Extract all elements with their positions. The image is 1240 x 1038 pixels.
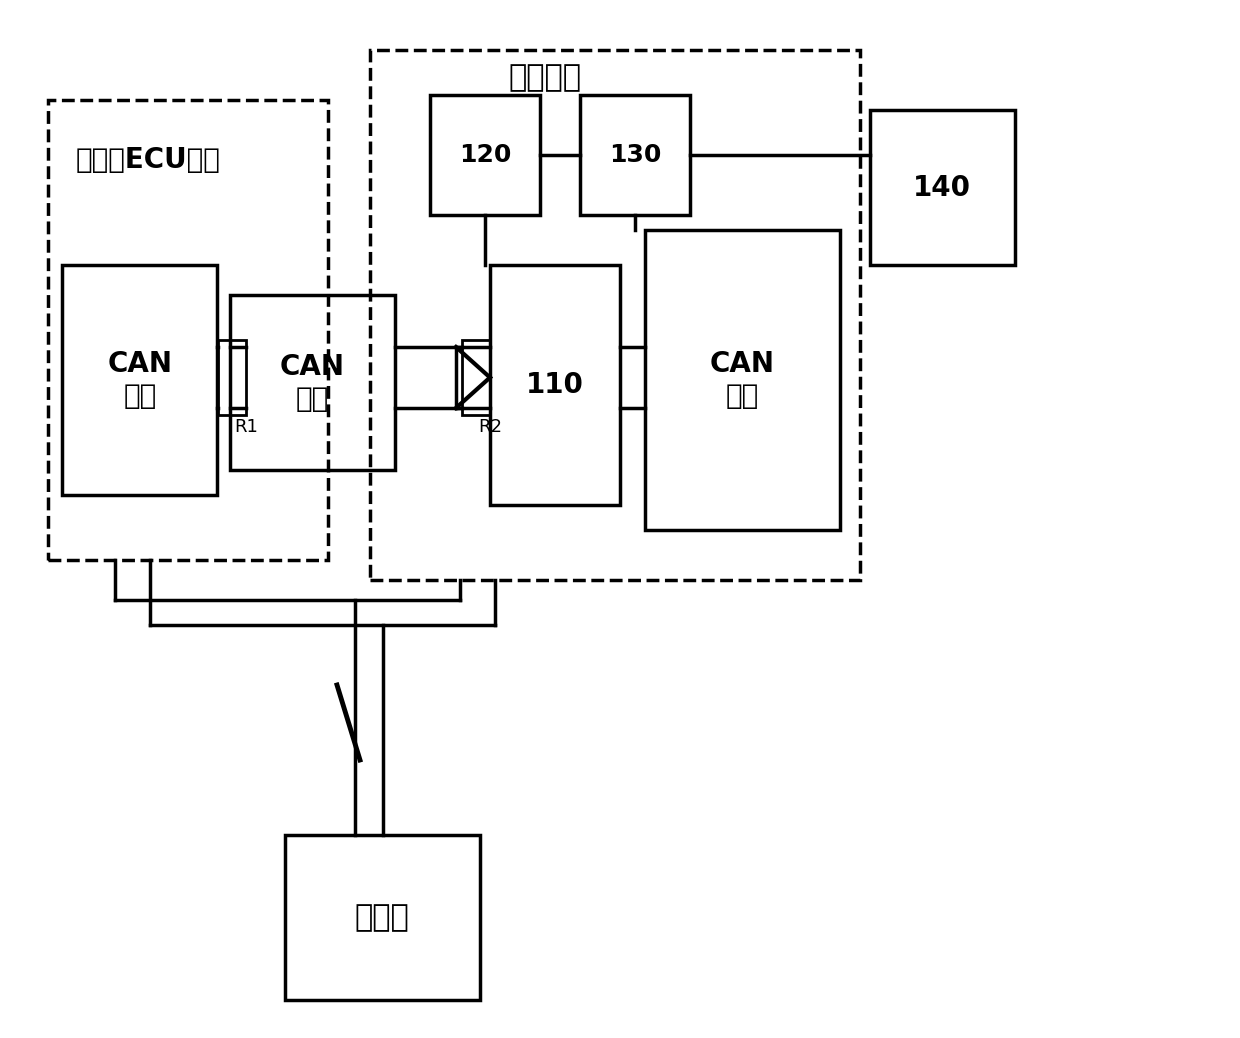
Text: R2: R2 (477, 418, 502, 436)
Text: CAN
模块: CAN 模块 (709, 350, 775, 410)
Bar (229, 295, 396, 470)
Text: 发动机ECU电路: 发动机ECU电路 (76, 146, 221, 174)
Bar (580, 95, 689, 215)
Bar (645, 230, 839, 530)
Bar (48, 100, 329, 559)
Text: 140: 140 (913, 174, 971, 202)
Text: 蓄电池: 蓄电池 (355, 903, 409, 932)
Text: 120: 120 (459, 143, 511, 167)
Bar (430, 95, 539, 215)
Text: CAN
模块: CAN 模块 (108, 350, 172, 410)
Bar (870, 110, 1016, 265)
Bar (62, 265, 217, 495)
Text: 110: 110 (526, 371, 584, 399)
Bar (285, 835, 480, 1000)
Bar (490, 265, 620, 506)
Bar (370, 50, 861, 580)
Text: 130: 130 (609, 143, 661, 167)
Text: R1: R1 (234, 418, 258, 436)
Bar (218, 340, 246, 415)
Text: CAN
总线: CAN 总线 (279, 353, 345, 413)
Text: 车载终端: 车载终端 (508, 63, 582, 92)
Bar (463, 340, 490, 415)
